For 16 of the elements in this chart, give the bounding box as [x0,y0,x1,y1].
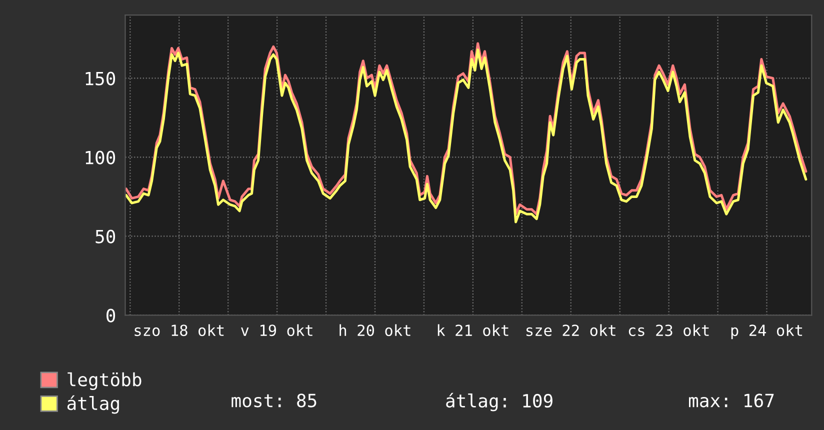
text: most: 85 [232,394,316,408]
x-tick-label: p 24 okt [731,324,802,340]
x-tick-label: cs 23 okt [628,324,709,336]
x-tick-label: sze 22 okt [526,324,616,336]
text: átlag: 109 [446,392,552,412]
legend-label: átlag [67,395,119,414]
x-tick-label: szo 18 okt [134,324,224,336]
y-tick-label: 50 [96,230,116,244]
y-tick-label: 100 [86,150,116,164]
y-tick-label: 150 [86,72,116,86]
x-tick-label: h 20 okt [340,324,410,336]
text: max: 167 [689,394,774,408]
x-tick-label: k 21 okt [438,324,508,336]
x-tick-label: v 19 okt [241,324,312,336]
legend-label: legtöbb [68,372,142,390]
y-tick-label: 0 [106,308,116,322]
